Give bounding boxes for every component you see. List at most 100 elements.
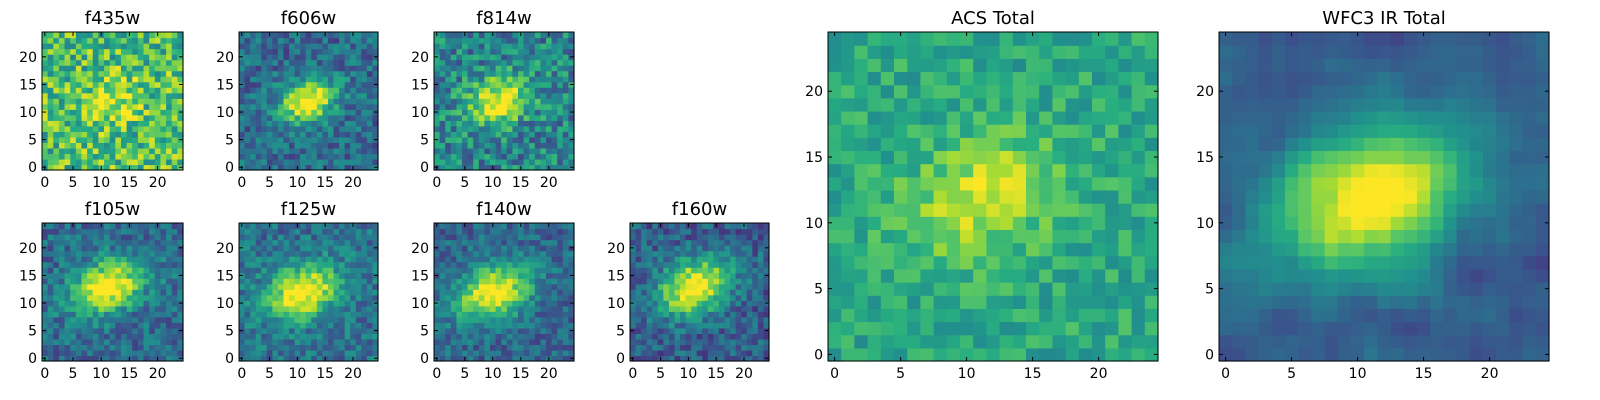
heatmap-cell — [92, 103, 99, 110]
heatmap-cell — [344, 153, 351, 160]
heatmap-cell — [120, 333, 128, 340]
heatmap-cell — [641, 256, 648, 263]
heatmap-cell — [143, 125, 150, 132]
heatmap-cell — [534, 272, 541, 279]
heatmap-cell — [322, 37, 329, 44]
heatmap-cell — [907, 216, 921, 230]
heatmap-cell — [58, 87, 66, 94]
heatmap-cell — [109, 349, 116, 357]
heatmap-cell — [126, 131, 133, 138]
heatmap-cell — [166, 228, 173, 235]
heatmap-cell — [540, 32, 547, 39]
heatmap-cell — [999, 347, 1014, 362]
heatmap-cell — [763, 250, 770, 257]
heatmap-cell — [277, 338, 285, 346]
heatmap-cell — [1026, 229, 1040, 244]
heatmap-cell — [137, 114, 145, 121]
heatmap-cell — [718, 322, 726, 329]
heatmap-cell — [973, 308, 987, 323]
heatmap-cell — [361, 59, 368, 66]
heatmap-cell — [757, 228, 765, 235]
heatmap-cell — [92, 245, 99, 252]
heatmap-cell — [478, 158, 485, 166]
heatmap-cell — [250, 261, 257, 268]
heatmap-cell — [87, 316, 94, 323]
heatmap-cell — [512, 300, 519, 307]
heatmap-cell — [641, 278, 648, 285]
heatmap-cell — [478, 322, 485, 329]
x-tick-label: 5 — [265, 175, 274, 191]
heatmap-cell — [854, 150, 869, 165]
heatmap-cell — [355, 261, 362, 268]
heatmap-cell — [546, 278, 553, 285]
heatmap-cell — [478, 92, 485, 99]
heatmap-cell — [98, 98, 105, 105]
heatmap-cell — [361, 223, 368, 230]
heatmap-cell — [137, 98, 145, 105]
heatmap-cell — [143, 37, 150, 44]
heatmap-cell — [501, 131, 508, 138]
heatmap-cell — [1065, 163, 1080, 178]
heatmap-cell — [137, 316, 145, 323]
heatmap-cell — [757, 327, 765, 334]
heatmap-cell — [1012, 255, 1027, 270]
heatmap-cell — [160, 245, 167, 252]
heatmap-cell — [372, 267, 379, 274]
heatmap-cell — [467, 158, 474, 166]
heatmap-cell — [355, 76, 362, 83]
heatmap-cell — [294, 311, 301, 318]
heatmap-cell — [685, 349, 692, 357]
heatmap-cell — [255, 158, 262, 166]
heatmap-cell — [120, 37, 128, 44]
heatmap-cell — [333, 120, 340, 127]
heatmap-cell — [439, 261, 446, 268]
heatmap-cell — [439, 87, 446, 94]
heatmap-cell — [702, 344, 709, 351]
heatmap-cell — [261, 250, 268, 257]
heatmap-cell — [557, 120, 564, 127]
heatmap-cell — [344, 54, 351, 61]
heatmap-cell — [735, 344, 742, 351]
heatmap-cell — [1026, 282, 1040, 296]
heatmap-cell — [467, 131, 474, 138]
heatmap-cell — [467, 294, 474, 301]
heatmap-cell — [311, 131, 318, 138]
heatmap-cell — [439, 164, 446, 171]
heatmap-cell — [160, 125, 167, 132]
heatmap-cell — [707, 333, 714, 340]
heatmap-cell — [166, 147, 173, 155]
heatmap-cell — [160, 54, 167, 61]
heatmap-cell — [907, 268, 921, 283]
heatmap-cell — [1092, 189, 1106, 204]
heatmap-cell — [450, 267, 457, 274]
heatmap-cell — [266, 283, 273, 290]
heatmap-cell — [652, 228, 659, 235]
heatmap-cell — [557, 234, 564, 241]
heatmap-cell — [244, 289, 251, 296]
heatmap-cell — [534, 65, 541, 72]
heatmap-cell — [294, 120, 301, 127]
heatmap-cell — [311, 327, 318, 334]
heatmap-cell — [450, 131, 457, 138]
heatmap-cell — [132, 98, 139, 105]
y-tick-label: 0 — [28, 351, 37, 367]
heatmap-cell — [635, 283, 642, 290]
heatmap-cell — [109, 87, 116, 94]
heatmap-cell — [115, 158, 122, 166]
heatmap-cell — [109, 158, 116, 166]
heatmap-cell — [250, 158, 257, 166]
heatmap-cell — [557, 300, 564, 307]
heatmap-cell — [132, 272, 139, 279]
heatmap-cell — [322, 98, 329, 105]
heatmap-cell — [495, 272, 502, 279]
heatmap-cell — [551, 267, 558, 274]
heatmap-cell — [311, 81, 318, 88]
heatmap-cell — [462, 344, 469, 351]
heatmap-cell — [1052, 321, 1067, 336]
heatmap-cell — [239, 316, 246, 323]
heatmap-cell — [702, 338, 709, 346]
heatmap-cell — [305, 338, 312, 346]
heatmap-cell — [1078, 242, 1093, 257]
